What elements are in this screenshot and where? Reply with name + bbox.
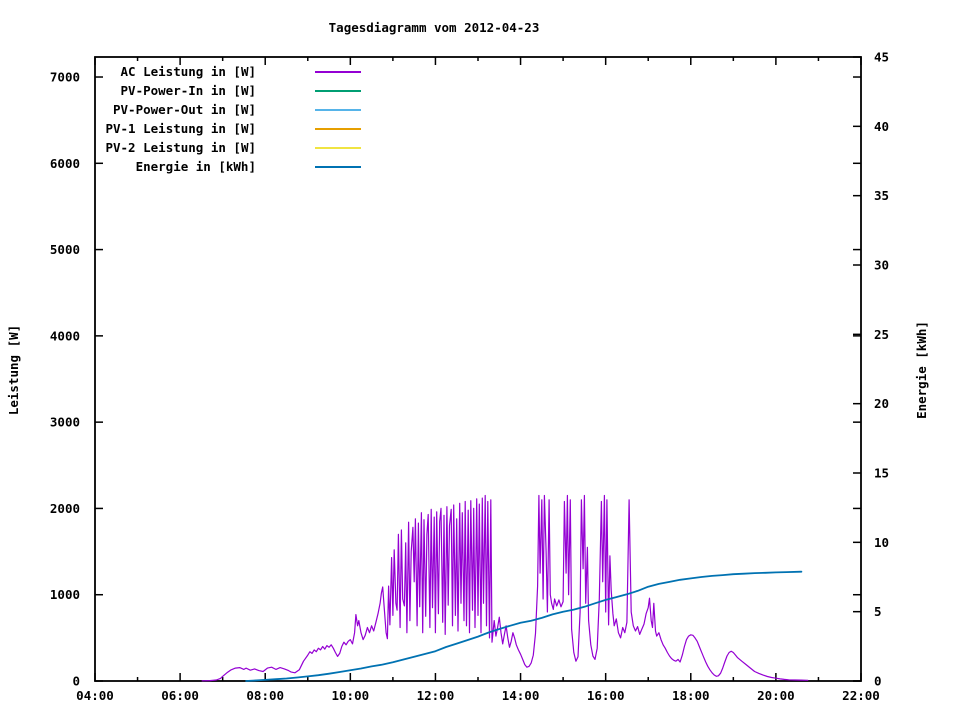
y-right-tick-label: 0 [874,674,882,689]
y-right-tick-label: 45 [874,50,889,65]
x-tick-label: 14:00 [502,688,540,703]
y-axis-label-right: Energie [kWh] [914,321,929,419]
y-right-tick-label: 15 [874,466,889,481]
y-left-tick-label: 3000 [50,415,80,430]
y-right-tick-label: 40 [874,119,889,134]
legend-label-pv-1-leistung-in-w: PV-1 Leistung in [W] [105,121,256,136]
y-left-tick-label: 0 [72,674,80,689]
x-tick-label: 10:00 [332,688,370,703]
x-tick-label: 22:00 [842,688,880,703]
y-left-tick-label: 6000 [50,156,80,171]
x-tick-label: 20:00 [757,688,795,703]
y-left-tick-label: 2000 [50,501,80,516]
legend-label-pv-power-in-in-w: PV-Power-In in [W] [121,83,256,98]
x-tick-label: 04:00 [76,688,114,703]
y-left-tick-label: 5000 [50,242,80,257]
legend-label-ac-leistung-in-w: AC Leistung in [W] [121,64,256,79]
legend-label-pv-power-out-in-w: PV-Power-Out in [W] [113,102,256,117]
y-right-tick-label: 10 [874,535,889,550]
y-left-tick-label: 1000 [50,587,80,602]
y-right-tick-label: 35 [874,188,889,203]
y-left-tick-label: 4000 [50,328,80,343]
x-tick-label: 18:00 [672,688,710,703]
x-tick-label: 12:00 [417,688,455,703]
x-tick-label: 06:00 [161,688,199,703]
y-axis-label-left: Leistung [W] [6,324,21,416]
x-tick-label: 16:00 [587,688,625,703]
x-tick-label: 08:00 [246,688,284,703]
series-line-ac-leistung-in-w [201,494,809,682]
legend-label-pv-2-leistung-in-w: PV-2 Leistung in [W] [105,140,256,155]
y-left-tick-label: 7000 [50,70,80,85]
y-right-tick-label: 30 [874,258,889,273]
chart-title: Tagesdiagramm vom 2012-04-23 [329,20,540,35]
y-right-tick-label: 20 [874,396,889,411]
series-line-energie-in-kwh [245,570,803,682]
y-right-tick-label: 5 [874,604,882,619]
legend-label-energie-in-kwh: Energie in [kWh] [136,159,256,174]
y-right-tick-label: 25 [874,327,889,342]
